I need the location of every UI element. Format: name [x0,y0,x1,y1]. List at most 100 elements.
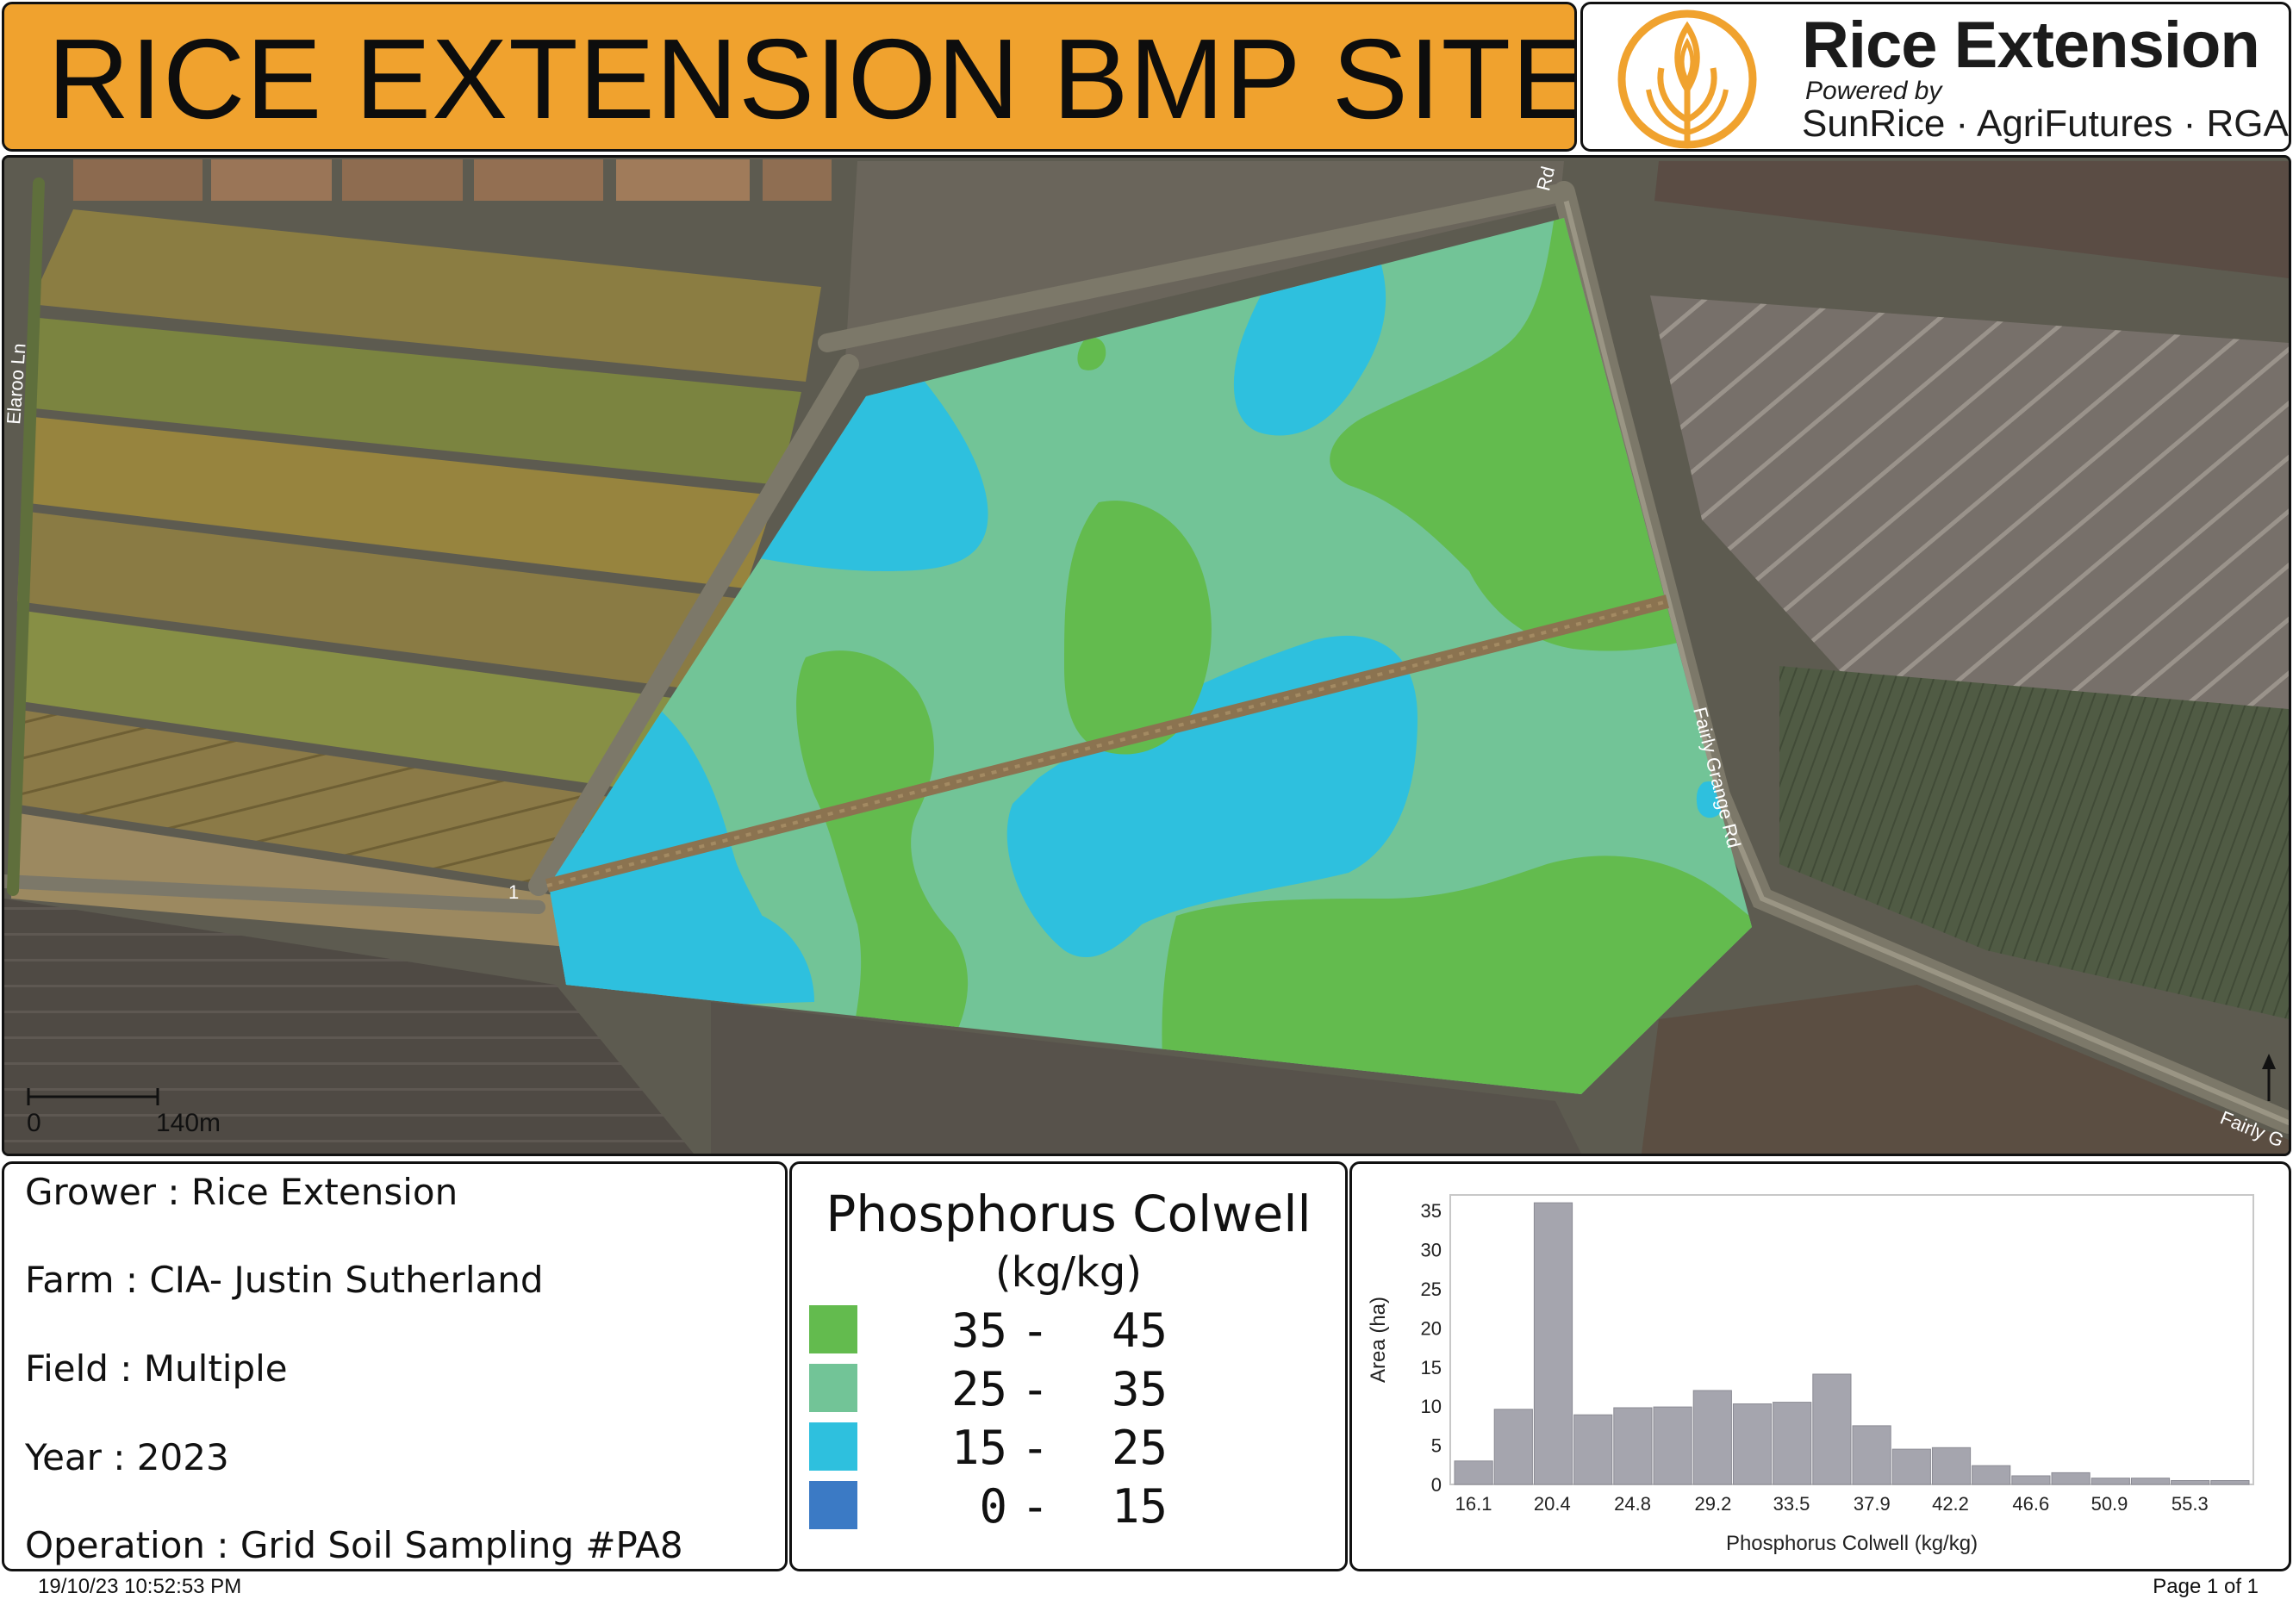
roads [4,177,2289,1134]
info-panel: Grower : Rice Extension Farm : CIA- Just… [2,1161,788,1571]
y-axis-label: Area (ha) [1367,1297,1390,1383]
x-tick-label: 20.4 [1534,1493,1571,1515]
scale-bar: 0 140m [27,1088,221,1137]
y-tick-label: 0 [1431,1474,1442,1496]
legend-swatch [809,1481,857,1529]
legend-dash: - [1021,1362,1050,1416]
histogram-bar [1533,1202,1573,1485]
point-marker-label: 1 [508,881,519,903]
legend-min: 0 [979,1479,1007,1534]
histogram-panel: 0 5 10 15 20 25 30 35 16.1 20.4 24.8 29.2 33.5 37.9 4… [1349,1161,2291,1571]
x-tick-label: 29.2 [1694,1493,1731,1515]
x-tick-label: 46.6 [2012,1493,2049,1515]
field-top-right [1654,161,2289,278]
fields-bottom-right [1642,985,2289,1154]
field-info: Field : Multiple [25,1347,288,1390]
histogram-bar [2210,1480,2250,1485]
x-tick-label: 16.1 [1455,1493,1492,1515]
paddocks-top-left [73,159,832,201]
histogram-chart: 0 5 10 15 20 25 30 35 16.1 20.4 24.8 29.2 33.5 37.9 4… [1367,1194,2254,1555]
histogram-bar [2171,1480,2210,1485]
x-axis-label: Phosphorus Colwell (kg/kg) [1726,1532,1978,1555]
legend-dash: - [1021,1421,1050,1475]
fields-bottom-left [4,899,694,1154]
brand-powered-by: Powered by [1805,77,1942,105]
central-track [545,594,1669,893]
histogram-bar [1454,1460,1493,1485]
map-panel[interactable]: Elaroo Ln Rd Fairly Grange Rd Fairly G 1… [2,155,2291,1156]
legend-min: 15 [950,1421,1007,1475]
legend-dash: - [1021,1479,1050,1534]
y-tick-label: 35 [1421,1200,1442,1222]
x-tick-label: 55.3 [2171,1493,2209,1515]
legend-max: 35 [1111,1362,1168,1416]
y-tick-label: 20 [1421,1317,1442,1339]
legend-max: 45 [1111,1304,1168,1358]
x-tick-label: 37.9 [1854,1493,1891,1515]
legend-title: Phosphorus Colwell [826,1185,1312,1243]
wheat-sheaf-icon [1617,9,1757,149]
histogram-bar [1812,1373,1852,1485]
x-tick-label: 50.9 [2091,1493,2128,1515]
histogram-bar [1692,1390,1732,1485]
y-tick-label: 5 [1431,1435,1442,1457]
histogram-bar [2011,1475,2051,1485]
histogram-bar [1573,1414,1613,1485]
scale-start: 0 [27,1109,41,1137]
satellite-map[interactable]: Elaroo Ln Rd Fairly Grange Rd Fairly G 1… [4,158,2289,1154]
plot-frame [1449,1194,2254,1485]
north-arrow-icon [2262,1054,2276,1101]
footer-timestamp: 19/10/23 10:52:53 PM [38,1575,242,1598]
legend-panel: Phosphorus Colwell (kg/kg) 35 - 45 25 - … [789,1161,1348,1571]
page-title: RICE EXTENSION BMP SITE [47,16,1577,142]
fields-bottom-middle [711,1002,1581,1154]
legend-max: 25 [1111,1421,1168,1475]
histogram-bar [1493,1409,1533,1485]
y-tick-label: 10 [1421,1396,1442,1417]
brand-partners: SunRice · AgriFutures · RGA [1802,103,2289,145]
histogram-bar [2090,1478,2130,1485]
logo-panel: Rice Extension Powered by SunRice · Agri… [1580,2,2291,152]
title-banner: RICE EXTENSION BMP SITE [2,2,1577,152]
x-tick-label: 33.5 [1773,1493,1810,1515]
legend-min: 35 [950,1304,1007,1358]
legend-min: 25 [950,1362,1007,1416]
footer-page-number: Page 1 of 1 [2153,1575,2259,1598]
y-tick-label: 30 [1421,1240,1442,1261]
zone-15-25-bottom-left[interactable] [521,891,814,1011]
histogram-bars [1454,1202,2250,1485]
y-tick-label: 15 [1421,1357,1442,1378]
zone-15-25-center[interactable] [1006,635,1418,958]
year-info: Year : 2023 [25,1436,229,1478]
brand-name: Rice Extension [1802,9,2260,82]
legend-swatch [809,1364,857,1412]
histogram-bar [1891,1448,1931,1485]
histogram-bar [2130,1478,2171,1485]
histogram-bar [1773,1402,1812,1485]
cropped-fields-left [11,209,821,950]
grower-info: Grower : Rice Extension [25,1171,458,1213]
x-tick-label: 42.2 [1932,1493,1969,1515]
histogram-bar [1972,1465,2011,1485]
field-right-green [1779,666,2289,1019]
legend-swatch [809,1422,857,1471]
histogram-bar [1852,1425,1891,1485]
x-axis-ticks: 16.1 20.4 24.8 29.2 33.5 37.9 42.2 46.6 50.9 55.3 [1455,1493,2209,1515]
histogram-bar [1653,1406,1692,1485]
zone-35-45-top-dot[interactable] [1077,337,1106,370]
legend-max: 15 [1111,1479,1168,1534]
histogram-bar [2051,1472,2090,1485]
histogram-bar [1732,1403,1773,1485]
x-tick-label: 24.8 [1614,1493,1651,1515]
zone-35-45-bottom[interactable] [1162,856,1771,1123]
zone-35-45-left[interactable] [796,650,969,1054]
zone-35-45-center[interactable] [1064,501,1212,755]
legend-units: (kg/kg) [994,1248,1143,1297]
legend-dash: - [1021,1304,1050,1358]
histogram-bar [1931,1447,1972,1485]
operation-info: Operation : Grid Soil Sampling #PA8 [25,1524,683,1566]
legend-swatch [809,1305,857,1353]
y-tick-label: 25 [1421,1279,1442,1300]
y-axis-ticks: 0 5 10 15 20 25 30 35 [1421,1200,1442,1496]
farm-info: Farm : CIA- Justin Sutherland [25,1259,544,1301]
